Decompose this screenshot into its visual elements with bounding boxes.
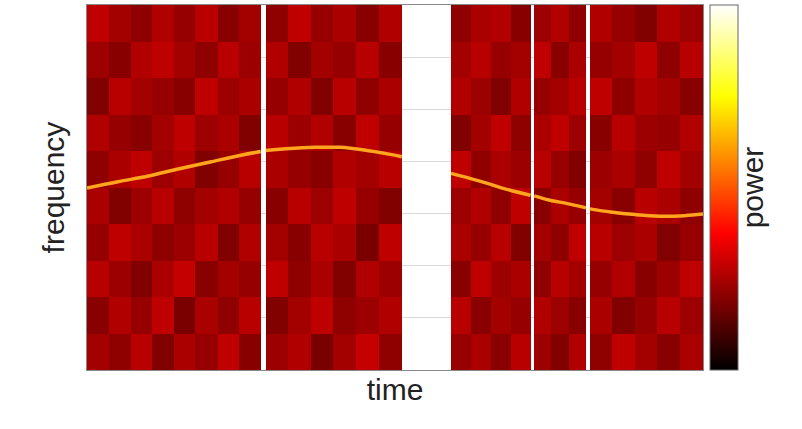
svg-text:frequency: frequency	[37, 122, 70, 254]
svg-text:power: power	[736, 147, 769, 229]
svg-text:time: time	[367, 373, 424, 406]
